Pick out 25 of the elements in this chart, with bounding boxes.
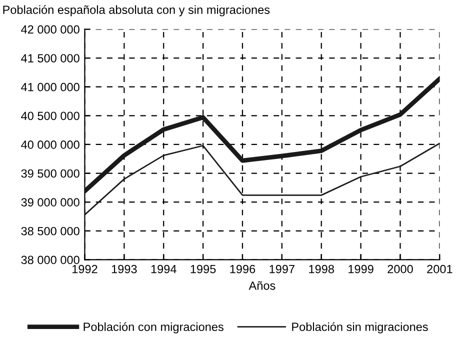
- chart-title: Población española absoluta con y sin migraciones: [3, 5, 270, 16]
- y-tick-label: 39 000 000: [21, 198, 80, 206]
- x-tick-label: 2000: [388, 264, 413, 274]
- y-tick-label: 42 000 000: [21, 25, 80, 34]
- x-tick-label: 1999: [348, 264, 374, 274]
- y-tick-label: 40 000 000: [21, 140, 80, 149]
- x-tick-label: 1993: [112, 264, 137, 274]
- x-axis-title: Años: [248, 281, 276, 290]
- x-tick-label: 1994: [151, 264, 176, 274]
- x-tick-label: 1997: [270, 264, 294, 274]
- x-tick-label: 1998: [309, 264, 334, 274]
- line-series: [84, 142, 440, 216]
- y-tick-label: 39 500 000: [21, 169, 80, 178]
- x-tick-label: 2001: [427, 264, 452, 274]
- y-tick-label: 41 000 000: [21, 82, 80, 92]
- legend-label: Población sin migraciones: [292, 322, 428, 334]
- y-tick-label: 38 500 000: [21, 226, 80, 236]
- line-series: [84, 76, 440, 194]
- x-tick-label: 1996: [230, 264, 256, 274]
- y-tick-label: 40 500 000: [21, 112, 80, 120]
- legend-label: Población con migraciones: [84, 322, 224, 334]
- x-tick-label: 1995: [190, 264, 216, 274]
- x-tick-label: 1992: [72, 264, 98, 274]
- y-tick-label: 38 000 000: [21, 256, 80, 264]
- y-tick-label: 41 500 000: [21, 54, 80, 62]
